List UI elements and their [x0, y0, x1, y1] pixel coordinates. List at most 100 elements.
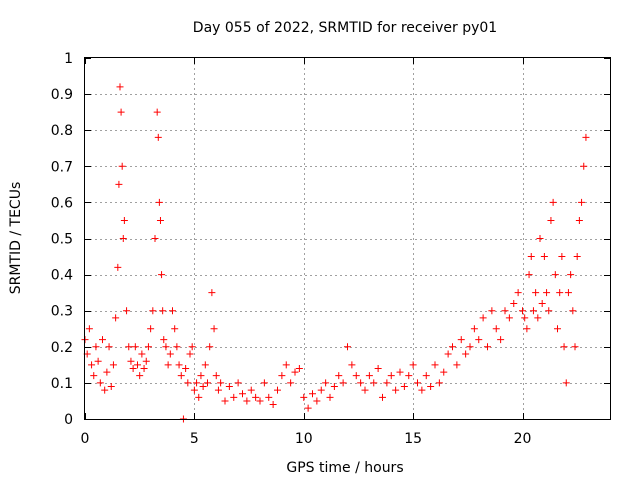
data-point	[567, 271, 575, 279]
data-point	[265, 393, 273, 401]
x-axis-ticks: 0 5 10 15 20	[81, 58, 531, 447]
data-point	[479, 314, 487, 322]
x-tick-label: 15	[404, 431, 422, 447]
data-point	[274, 386, 281, 394]
data-point	[540, 253, 548, 261]
data-point	[521, 314, 529, 322]
data-point	[365, 372, 373, 380]
y-tick-label: 0	[64, 412, 73, 428]
data-point	[171, 325, 179, 333]
y-tick-label: 0.8	[51, 123, 73, 139]
data-point	[90, 372, 98, 380]
data-point	[317, 386, 325, 394]
data-point	[291, 368, 299, 376]
data-point	[190, 386, 198, 394]
data-point	[158, 271, 166, 279]
y-tick-label: 0.2	[51, 340, 73, 356]
data-point	[123, 307, 131, 315]
data-point	[532, 289, 540, 297]
data-point	[558, 253, 566, 261]
data-point	[379, 393, 386, 401]
data-point	[169, 307, 176, 315]
data-point	[409, 361, 417, 369]
data-point	[374, 364, 382, 372]
data-point	[547, 216, 555, 224]
x-tick-label: 5	[190, 431, 199, 447]
x-tick-label: 0	[81, 431, 90, 447]
data-point	[560, 343, 568, 351]
data-point	[160, 336, 168, 344]
data-point	[193, 379, 201, 387]
data-point	[175, 361, 183, 369]
data-point	[247, 386, 255, 394]
data-point	[107, 383, 115, 391]
data-point	[116, 83, 124, 91]
data-point	[109, 361, 117, 369]
data-point	[85, 325, 93, 333]
data-point	[131, 343, 139, 351]
data-point	[142, 357, 150, 365]
data-point	[457, 336, 465, 344]
y-tick-label: 0.5	[51, 232, 73, 248]
data-point	[225, 383, 233, 391]
data-point	[153, 108, 161, 116]
data-point	[195, 393, 203, 401]
data-point	[549, 198, 557, 206]
data-point	[352, 372, 360, 380]
data-point	[239, 390, 246, 398]
data-point	[525, 271, 533, 279]
data-point	[105, 343, 113, 351]
data-point	[94, 357, 102, 365]
data-point	[497, 336, 505, 344]
data-point	[96, 379, 104, 387]
data-point	[140, 364, 148, 372]
data-point	[112, 314, 120, 322]
data-point	[344, 343, 351, 351]
data-point	[514, 289, 522, 297]
data-point	[357, 379, 365, 387]
data-point	[300, 393, 308, 401]
data-point	[234, 379, 242, 387]
data-point	[120, 216, 128, 224]
data-point	[453, 361, 461, 369]
data-point	[199, 383, 207, 391]
data-point	[440, 368, 448, 376]
data-point	[435, 379, 443, 387]
grid-lines	[85, 58, 610, 419]
data-point	[155, 198, 163, 206]
data-point	[543, 289, 551, 297]
data-point	[422, 372, 430, 380]
data-point	[370, 379, 378, 387]
data-point	[221, 397, 229, 405]
data-point	[188, 343, 196, 351]
data-point	[260, 379, 268, 387]
y-tick-label: 0.4	[51, 268, 73, 284]
data-point	[534, 314, 542, 322]
data-point	[186, 350, 194, 358]
data-point	[414, 379, 421, 387]
data-point	[519, 307, 526, 315]
data-point	[129, 364, 137, 372]
data-point	[164, 361, 172, 369]
data-point	[117, 108, 125, 116]
data-point	[115, 180, 123, 188]
data-point	[182, 364, 190, 372]
data-point	[149, 307, 157, 315]
data-point	[204, 379, 211, 387]
plot-frame	[84, 57, 611, 420]
data-point	[488, 307, 496, 315]
data-point	[313, 397, 321, 405]
data-point	[501, 307, 509, 315]
data-point	[571, 343, 579, 351]
data-point	[212, 372, 220, 380]
data-point	[580, 162, 588, 170]
data-point	[287, 379, 295, 387]
data-point	[154, 133, 162, 141]
chart-title: Day 055 of 2022, SRMTID for receiver py0…	[193, 20, 497, 36]
data-point	[335, 372, 343, 380]
data-point	[159, 307, 167, 315]
data-point	[505, 314, 513, 322]
data-point	[554, 325, 561, 333]
data-point	[119, 235, 127, 242]
data-point	[400, 383, 408, 391]
